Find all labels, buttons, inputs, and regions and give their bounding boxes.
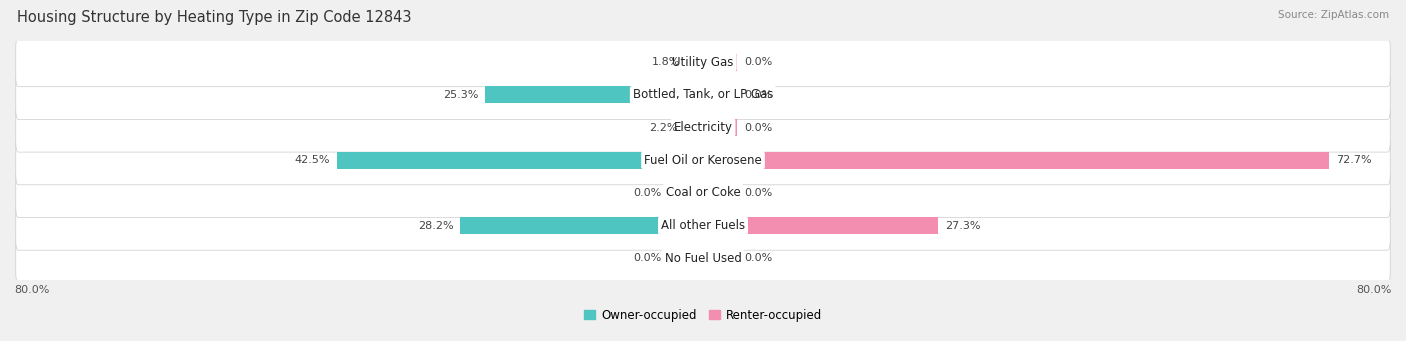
Text: Housing Structure by Heating Type in Zip Code 12843: Housing Structure by Heating Type in Zip… — [17, 10, 412, 25]
Text: 27.3%: 27.3% — [945, 221, 980, 231]
Bar — [703, 217, 938, 234]
Bar — [460, 217, 703, 234]
Text: Bottled, Tank, or LP Gas: Bottled, Tank, or LP Gas — [633, 88, 773, 101]
Text: No Fuel Used: No Fuel Used — [665, 252, 741, 265]
Bar — [669, 184, 703, 202]
Text: 0.0%: 0.0% — [744, 188, 772, 198]
Text: 25.3%: 25.3% — [443, 90, 478, 100]
FancyBboxPatch shape — [15, 234, 1391, 283]
Text: Source: ZipAtlas.com: Source: ZipAtlas.com — [1278, 10, 1389, 20]
Text: Electricity: Electricity — [673, 121, 733, 134]
Bar — [703, 184, 738, 202]
FancyBboxPatch shape — [15, 70, 1391, 119]
Bar — [703, 54, 738, 71]
Bar — [685, 119, 703, 136]
Text: 0.0%: 0.0% — [744, 253, 772, 263]
Text: 80.0%: 80.0% — [14, 285, 49, 295]
Text: 2.2%: 2.2% — [648, 122, 678, 133]
Text: 0.0%: 0.0% — [634, 253, 662, 263]
FancyBboxPatch shape — [15, 38, 1391, 87]
FancyBboxPatch shape — [15, 168, 1391, 218]
Text: 28.2%: 28.2% — [418, 221, 453, 231]
Text: 80.0%: 80.0% — [1357, 285, 1392, 295]
Text: 42.5%: 42.5% — [295, 155, 330, 165]
FancyBboxPatch shape — [15, 201, 1391, 250]
Text: 72.7%: 72.7% — [1336, 155, 1372, 165]
Bar — [703, 152, 1329, 169]
Bar — [669, 250, 703, 267]
Bar — [703, 86, 738, 103]
Text: Coal or Coke: Coal or Coke — [665, 187, 741, 199]
Bar — [688, 54, 703, 71]
Text: 0.0%: 0.0% — [634, 188, 662, 198]
Bar — [485, 86, 703, 103]
Bar — [703, 119, 738, 136]
FancyBboxPatch shape — [15, 103, 1391, 152]
Text: All other Fuels: All other Fuels — [661, 219, 745, 232]
Legend: Owner-occupied, Renter-occupied: Owner-occupied, Renter-occupied — [579, 304, 827, 326]
Text: 0.0%: 0.0% — [744, 122, 772, 133]
Text: Utility Gas: Utility Gas — [672, 56, 734, 69]
FancyBboxPatch shape — [15, 136, 1391, 185]
Text: 0.0%: 0.0% — [744, 90, 772, 100]
Bar — [337, 152, 703, 169]
Text: Fuel Oil or Kerosene: Fuel Oil or Kerosene — [644, 154, 762, 167]
Text: 1.8%: 1.8% — [652, 57, 681, 67]
Text: 0.0%: 0.0% — [744, 57, 772, 67]
Bar — [703, 250, 738, 267]
